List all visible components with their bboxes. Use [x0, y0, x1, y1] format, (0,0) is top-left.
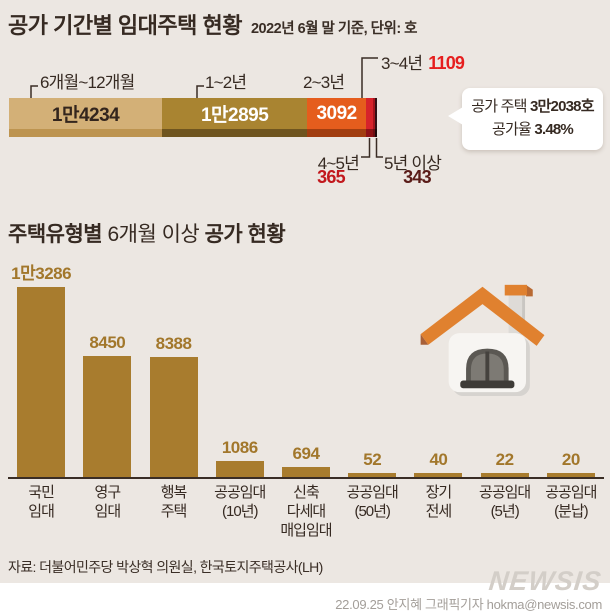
- bar-value-label: 20: [561, 450, 580, 469]
- stacked-segment-6: [374, 98, 377, 137]
- section2-title: 주택유형별 6개월 이상 공가 현황: [8, 223, 286, 246]
- stacked-segment-5: [372, 98, 375, 137]
- bar: [149, 357, 198, 477]
- stacked-segment-2: 1만2895: [162, 98, 308, 137]
- segment-label-5plus: 5년 이상: [384, 154, 442, 173]
- bar-column-3: 8388: [140, 252, 206, 477]
- segment-inline-value: 1만4234: [51, 105, 120, 126]
- bar-value-label: 1만3286: [11, 264, 72, 283]
- segment-label-6to12m: 6개월~12개월: [40, 73, 135, 92]
- x-axis-label: 공공임대 (5년): [479, 484, 531, 521]
- segment-label-2to3y: 2~3년: [303, 73, 345, 92]
- bar-column-6: 52: [339, 252, 405, 477]
- bar-chart: 1만3286 8450 8388 1086 694 52 40 22 20: [8, 252, 604, 477]
- bar-value-label: 52: [363, 450, 382, 469]
- house-icon: [420, 284, 545, 396]
- x-axis-line: [8, 477, 604, 479]
- bar: [215, 461, 264, 477]
- bar: [83, 356, 132, 477]
- x-axis-label: 공공임대 (50년): [346, 484, 399, 521]
- bar-value-label: 8450: [89, 333, 126, 352]
- x-axis-label: 국민 임대: [28, 484, 55, 521]
- bar-column-9: 20: [538, 252, 604, 477]
- x-axis-label: 공공임대 (분납): [545, 484, 597, 521]
- credit-line: 22.09.25 안지혜 그래픽기자 hokma@newsis.com: [335, 597, 602, 612]
- x-axis-label: 행복 주택: [160, 484, 188, 521]
- newsis-watermark: NEWSIS: [487, 566, 604, 596]
- stacked-bar-chart: 1만4234 1만2895 3092: [9, 98, 377, 137]
- bar: [546, 473, 595, 477]
- bar-value-label: 694: [292, 444, 320, 463]
- callout-line1: 공가 주택 3만2038호: [471, 98, 594, 115]
- x-axis-label: 장기 전세: [425, 484, 453, 521]
- x-axis-label: 신축 다세대 매입임대: [280, 484, 332, 540]
- bar-value-label: 1086: [221, 438, 258, 457]
- bar-value-label: 8388: [155, 334, 192, 353]
- total-callout: 공가 주택 3만2038호 공가율 3.48%: [448, 88, 603, 150]
- segment-label-1to2y: 1~2년: [205, 73, 247, 92]
- bar-column-8: 22: [472, 252, 538, 477]
- bar: [348, 473, 397, 477]
- x-axis-label: 공공임대 (10년): [214, 484, 266, 521]
- callout-line2: 공가율 3.48%: [492, 120, 574, 138]
- bar-value-label: 40: [429, 450, 448, 469]
- x-axis-label: 영구 임대: [94, 484, 122, 521]
- bar: [17, 287, 66, 477]
- bottom-strip: [0, 583, 610, 613]
- callout-tail: [448, 107, 463, 125]
- segment-label-4to5y: 4~5년: [317, 154, 360, 173]
- segment-label-3to4y: 3~4년 1109: [381, 53, 465, 73]
- bar-column-5: 694: [273, 252, 339, 477]
- bar-column-2: 8450: [74, 252, 140, 477]
- bar-value-label: 22: [495, 450, 514, 469]
- bar-column-1: 1만3286: [8, 252, 74, 477]
- segment-value-3to4y: 1109: [428, 53, 465, 73]
- stacked-segment-3: 3092: [307, 98, 367, 137]
- bar: [281, 467, 330, 477]
- stacked-segment-4: [366, 98, 373, 137]
- bar-column-4: 1086: [207, 252, 273, 477]
- bar: [480, 473, 529, 477]
- stacked-segment-1: 1만4234: [9, 98, 163, 137]
- page-title: 공가 기간별 임대주택 현황 2022년 6월 말 기준, 단위: 호: [8, 8, 418, 40]
- segment-value-5plus: 343: [403, 167, 431, 187]
- x-axis-labels: 국민 임대 영구 임대 행복 주택 공공임대 (10년) 신축 다세대 매입임대 공공임대…: [8, 483, 604, 541]
- bar-column-7: 40: [405, 252, 471, 477]
- main-title: 공가 기간별 임대주택 현황: [8, 13, 242, 38]
- source-note: 자료: 더불어민주당 박상혁 의원실, 한국토지주택공사(LH): [8, 559, 323, 575]
- segment-value-4to5y: 365: [317, 167, 345, 187]
- bar: [414, 473, 463, 477]
- segment-inline-value: 3092: [316, 102, 357, 124]
- unit-note: 2022년 6월 말 기준, 단위: 호: [250, 21, 418, 37]
- segment-inline-value: 1만2895: [200, 105, 269, 126]
